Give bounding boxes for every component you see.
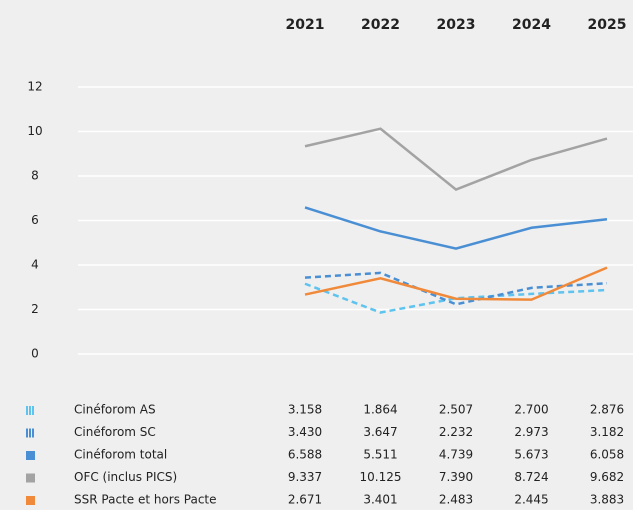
table-value: 2.232 bbox=[439, 425, 473, 439]
table-value: 2.507 bbox=[439, 403, 473, 417]
y-tick-label: 12 bbox=[27, 80, 42, 94]
table-value: 1.864 bbox=[363, 403, 397, 417]
table-value: 9.682 bbox=[590, 470, 624, 484]
series-line bbox=[304, 206, 608, 250]
table-value: 3.401 bbox=[363, 493, 397, 507]
table-value: 2.700 bbox=[514, 403, 548, 417]
table-value: 9.337 bbox=[288, 470, 322, 484]
year-header: 2022 bbox=[361, 17, 400, 33]
year-header: 2024 bbox=[512, 17, 551, 33]
table-value: 7.390 bbox=[439, 470, 473, 484]
table-value: 6.058 bbox=[590, 448, 624, 462]
y-tick-label: 6 bbox=[31, 213, 39, 227]
series-line bbox=[304, 266, 608, 301]
legend-label: Cinéforom AS bbox=[74, 403, 156, 417]
series-line bbox=[304, 271, 608, 306]
year-header: 2021 bbox=[286, 17, 325, 33]
year-header: 2025 bbox=[588, 17, 627, 33]
legend-icon bbox=[26, 473, 35, 483]
table-value: 2.671 bbox=[288, 493, 322, 507]
legend-icon bbox=[29, 428, 31, 438]
y-tick-label: 2 bbox=[31, 302, 39, 316]
legend-icon bbox=[26, 496, 35, 505]
series-line bbox=[304, 282, 608, 314]
table-value: 2.483 bbox=[439, 493, 473, 507]
table-value: 2.445 bbox=[514, 493, 548, 507]
table-value: 4.739 bbox=[439, 448, 473, 462]
table-value: 2.876 bbox=[590, 403, 624, 417]
legend-icon bbox=[26, 406, 28, 415]
legend-icon bbox=[32, 428, 34, 438]
table-value: 10.125 bbox=[360, 470, 402, 484]
series-line bbox=[304, 127, 608, 192]
y-tick-label: 0 bbox=[31, 347, 39, 361]
legend-icon bbox=[32, 406, 34, 415]
legend-icon bbox=[29, 406, 31, 415]
table-value: 5.673 bbox=[514, 448, 548, 462]
legend-icon bbox=[26, 451, 35, 460]
table-value: 3.158 bbox=[288, 403, 322, 417]
y-tick-label: 10 bbox=[27, 124, 42, 138]
table-value: 3.430 bbox=[288, 425, 322, 439]
table-value: 6.588 bbox=[288, 448, 322, 462]
table-value: 3.182 bbox=[590, 425, 624, 439]
table-value: 8.724 bbox=[514, 470, 548, 484]
legend-icon bbox=[26, 428, 28, 438]
year-header: 2023 bbox=[437, 17, 476, 33]
legend-label: OFC (inclus PICS) bbox=[74, 470, 177, 484]
table-value: 3.883 bbox=[590, 493, 624, 507]
y-tick-label: 8 bbox=[31, 169, 39, 183]
legend-label: Cinéforom total bbox=[74, 448, 167, 462]
legend-label: Cinéforom SC bbox=[74, 425, 156, 439]
legend-label: SSR Pacte et hors Pacte bbox=[74, 493, 217, 507]
table-value: 2.973 bbox=[514, 425, 548, 439]
table-value: 5.511 bbox=[363, 448, 397, 462]
table-value: 3.647 bbox=[363, 425, 397, 439]
y-tick-label: 4 bbox=[31, 258, 39, 272]
